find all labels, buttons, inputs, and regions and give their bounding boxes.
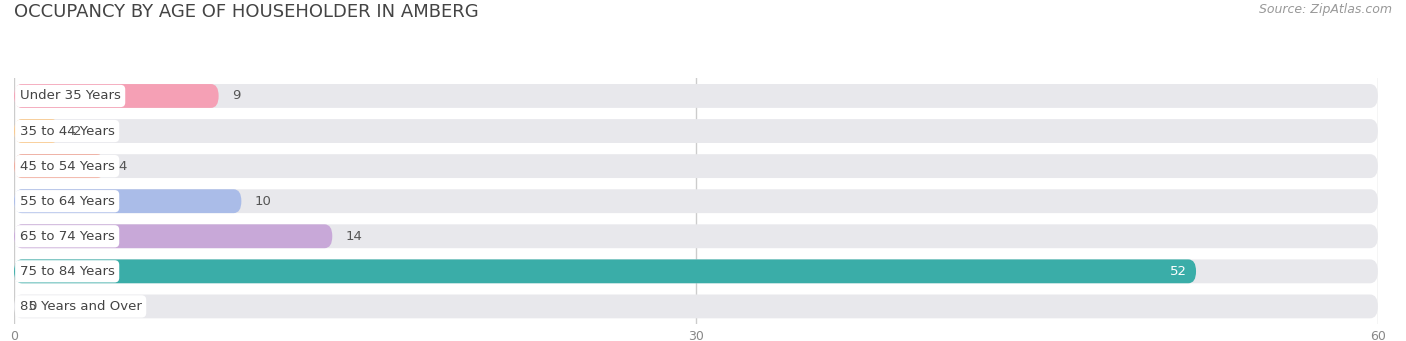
Text: 4: 4 xyxy=(118,160,127,173)
FancyBboxPatch shape xyxy=(14,154,105,178)
FancyBboxPatch shape xyxy=(14,189,1378,213)
FancyBboxPatch shape xyxy=(14,84,1378,108)
Text: 9: 9 xyxy=(232,89,240,102)
Text: 65 to 74 Years: 65 to 74 Years xyxy=(20,230,115,243)
Text: 45 to 54 Years: 45 to 54 Years xyxy=(20,160,115,173)
FancyBboxPatch shape xyxy=(14,84,219,108)
Text: Under 35 Years: Under 35 Years xyxy=(20,89,121,102)
FancyBboxPatch shape xyxy=(14,119,59,143)
Text: 52: 52 xyxy=(1170,265,1187,278)
FancyBboxPatch shape xyxy=(14,224,332,248)
FancyBboxPatch shape xyxy=(14,119,1378,143)
Text: 75 to 84 Years: 75 to 84 Years xyxy=(20,265,115,278)
Text: 2: 2 xyxy=(73,124,82,137)
FancyBboxPatch shape xyxy=(14,260,1197,283)
Text: 55 to 64 Years: 55 to 64 Years xyxy=(20,195,115,208)
Text: 85 Years and Over: 85 Years and Over xyxy=(20,300,142,313)
Text: 14: 14 xyxy=(346,230,363,243)
FancyBboxPatch shape xyxy=(14,260,1378,283)
Text: 10: 10 xyxy=(254,195,271,208)
Text: 0: 0 xyxy=(28,300,37,313)
FancyBboxPatch shape xyxy=(14,189,242,213)
FancyBboxPatch shape xyxy=(14,154,1378,178)
Text: 35 to 44 Years: 35 to 44 Years xyxy=(20,124,115,137)
FancyBboxPatch shape xyxy=(14,295,1378,318)
Text: Source: ZipAtlas.com: Source: ZipAtlas.com xyxy=(1258,3,1392,16)
FancyBboxPatch shape xyxy=(14,224,1378,248)
Text: OCCUPANCY BY AGE OF HOUSEHOLDER IN AMBERG: OCCUPANCY BY AGE OF HOUSEHOLDER IN AMBER… xyxy=(14,3,478,21)
